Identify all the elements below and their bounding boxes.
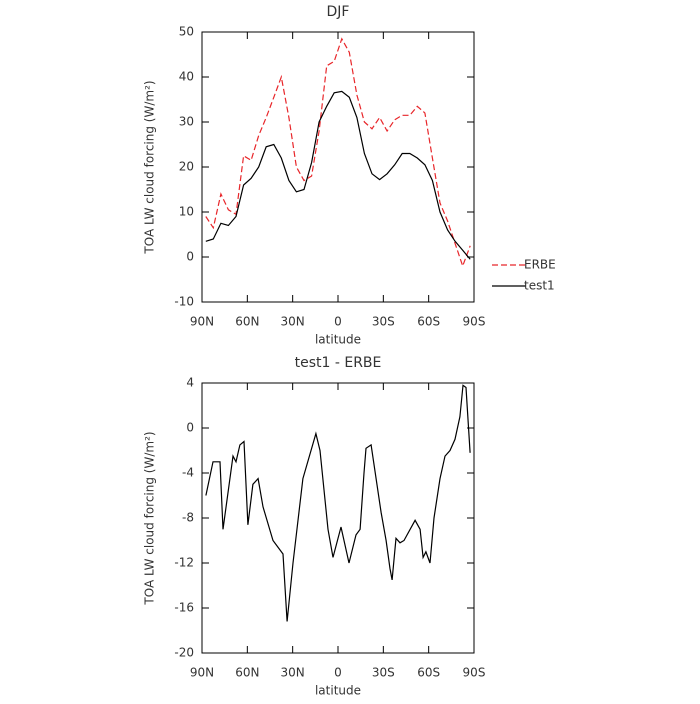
y-tick-label: 20 xyxy=(179,160,194,174)
y-tick-label: -12 xyxy=(174,556,194,570)
line xyxy=(205,37,471,268)
x-tick-label: 0 xyxy=(334,666,342,680)
plot-frame xyxy=(201,31,475,303)
y-axis-label: TOA LW cloud forcing (W/m²) xyxy=(143,431,157,605)
line xyxy=(205,90,471,260)
chart-title: test1 - ERBE xyxy=(295,355,382,371)
x-axis-label: latitude xyxy=(315,684,361,698)
y-tick-label: 30 xyxy=(179,115,194,129)
line xyxy=(205,384,471,622)
x-tick-label: 90S xyxy=(463,666,486,680)
y-tick-label: 0 xyxy=(186,250,194,264)
x-tick-label: 30S xyxy=(372,315,395,329)
x-tick-label: 30N xyxy=(281,315,305,329)
x-tick-label: 30N xyxy=(281,666,305,680)
y-tick-label: -16 xyxy=(174,601,194,615)
x-tick-label: 90N xyxy=(190,666,214,680)
y-tick-label: 40 xyxy=(179,70,194,84)
x-tick-label: 60S xyxy=(417,666,440,680)
x-tick-label: 0 xyxy=(334,315,342,329)
x-axis-label: latitude xyxy=(315,333,361,347)
x-tick-label: 30S xyxy=(372,666,395,680)
x-tick-label: 60N xyxy=(235,666,259,680)
x-tick-label: 60S xyxy=(417,315,440,329)
y-tick-label: -10 xyxy=(174,295,194,309)
x-tick-label: 60N xyxy=(235,315,259,329)
y-tick-label: 50 xyxy=(179,25,194,39)
y-tick-label: 4 xyxy=(186,376,194,390)
y-axis-label: TOA LW cloud forcing (W/m²) xyxy=(143,80,157,254)
x-tick-label: 90N xyxy=(190,315,214,329)
y-tick-label: -4 xyxy=(182,466,194,480)
y-tick-label: -20 xyxy=(174,646,194,660)
x-tick-label: 90S xyxy=(463,315,486,329)
plot-frame xyxy=(201,382,475,654)
y-tick-label: 10 xyxy=(179,205,194,219)
legend-label: test1 xyxy=(524,279,555,293)
legend-label: ERBE xyxy=(524,258,556,272)
chart-title: DJF xyxy=(327,4,350,20)
y-tick-label: -8 xyxy=(182,511,194,525)
y-tick-label: 0 xyxy=(186,421,194,435)
